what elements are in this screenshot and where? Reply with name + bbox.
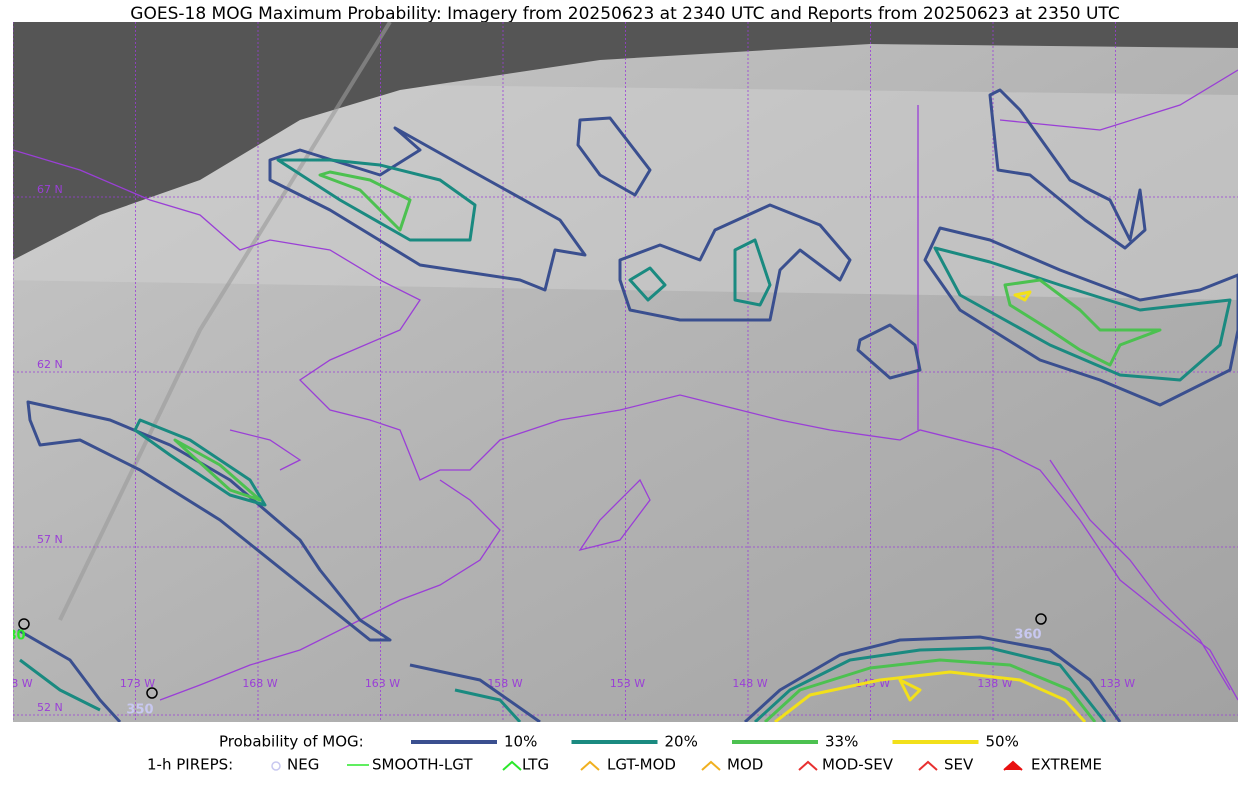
lat-label: 62 N [37,358,63,371]
lon-label: 158 W [487,677,522,690]
lat-label: 67 N [37,183,63,196]
pirep-icon [1035,613,1047,625]
lon-label: 153 W [610,677,645,690]
night-region [13,22,1238,260]
pirep-label: 380 [0,629,26,644]
lon-label: 173 W [120,677,155,690]
lat-label: 57 N [37,533,63,546]
lon-label: 178 W [0,677,33,690]
pirep-icon [146,687,158,699]
legend-icon [271,761,281,771]
legend-label: SMOOTH-LGT [372,756,473,774]
legend-label: NEG [287,756,319,774]
legend-icon [798,760,818,771]
pirep-icon [18,618,30,630]
pirep-label: 350 [126,703,153,718]
coastlines [13,69,1238,701]
legend-label: 50% [986,733,1019,751]
legend-label: SEV [944,756,974,774]
pireps: 380 350 360 [0,613,1047,718]
lon-label: 168 W [242,677,277,690]
legend-icon [1003,760,1023,771]
legend-label: MOD [727,756,763,774]
contours [17,88,1238,722]
legend: Probability of MOG: 1-h PIREPS: 10% 20% 33… [147,733,1102,774]
lon-label: 148 W [732,677,767,690]
lon-label: 133 W [1100,677,1135,690]
legend-label: 10% [504,733,537,751]
legend-label: LTG [522,756,549,774]
legend-label: EXTREME [1031,756,1102,774]
grid: 67 N 62 N 57 N 52 N 178 W 173 W 168 W 163 W 158 … [0,22,1238,722]
legend-title: 1-h PIREPS: [147,756,233,774]
legend-icon [580,760,600,771]
lon-label: 138 W [977,677,1012,690]
title: GOES-18 MOG Maximum Probability: Imagery… [130,4,1119,24]
map: 67 N 62 N 57 N 52 N 178 W 173 W 168 W 163 W 158 … [0,22,1238,722]
legend-title: Probability of MOG: [219,733,364,751]
pirep-label: 360 [1014,628,1041,643]
legend-label: MOD-SEV [822,756,894,774]
legend-label: 20% [665,733,698,751]
legend-icon [918,760,938,771]
legend-icon [701,760,721,771]
lat-label: 52 N [37,701,63,714]
lon-label: 163 W [365,677,400,690]
legend-label: LGT-MOD [607,756,676,774]
swath-edge [58,22,392,621]
legend-label: 33% [825,733,858,751]
legend-icon [502,760,522,771]
